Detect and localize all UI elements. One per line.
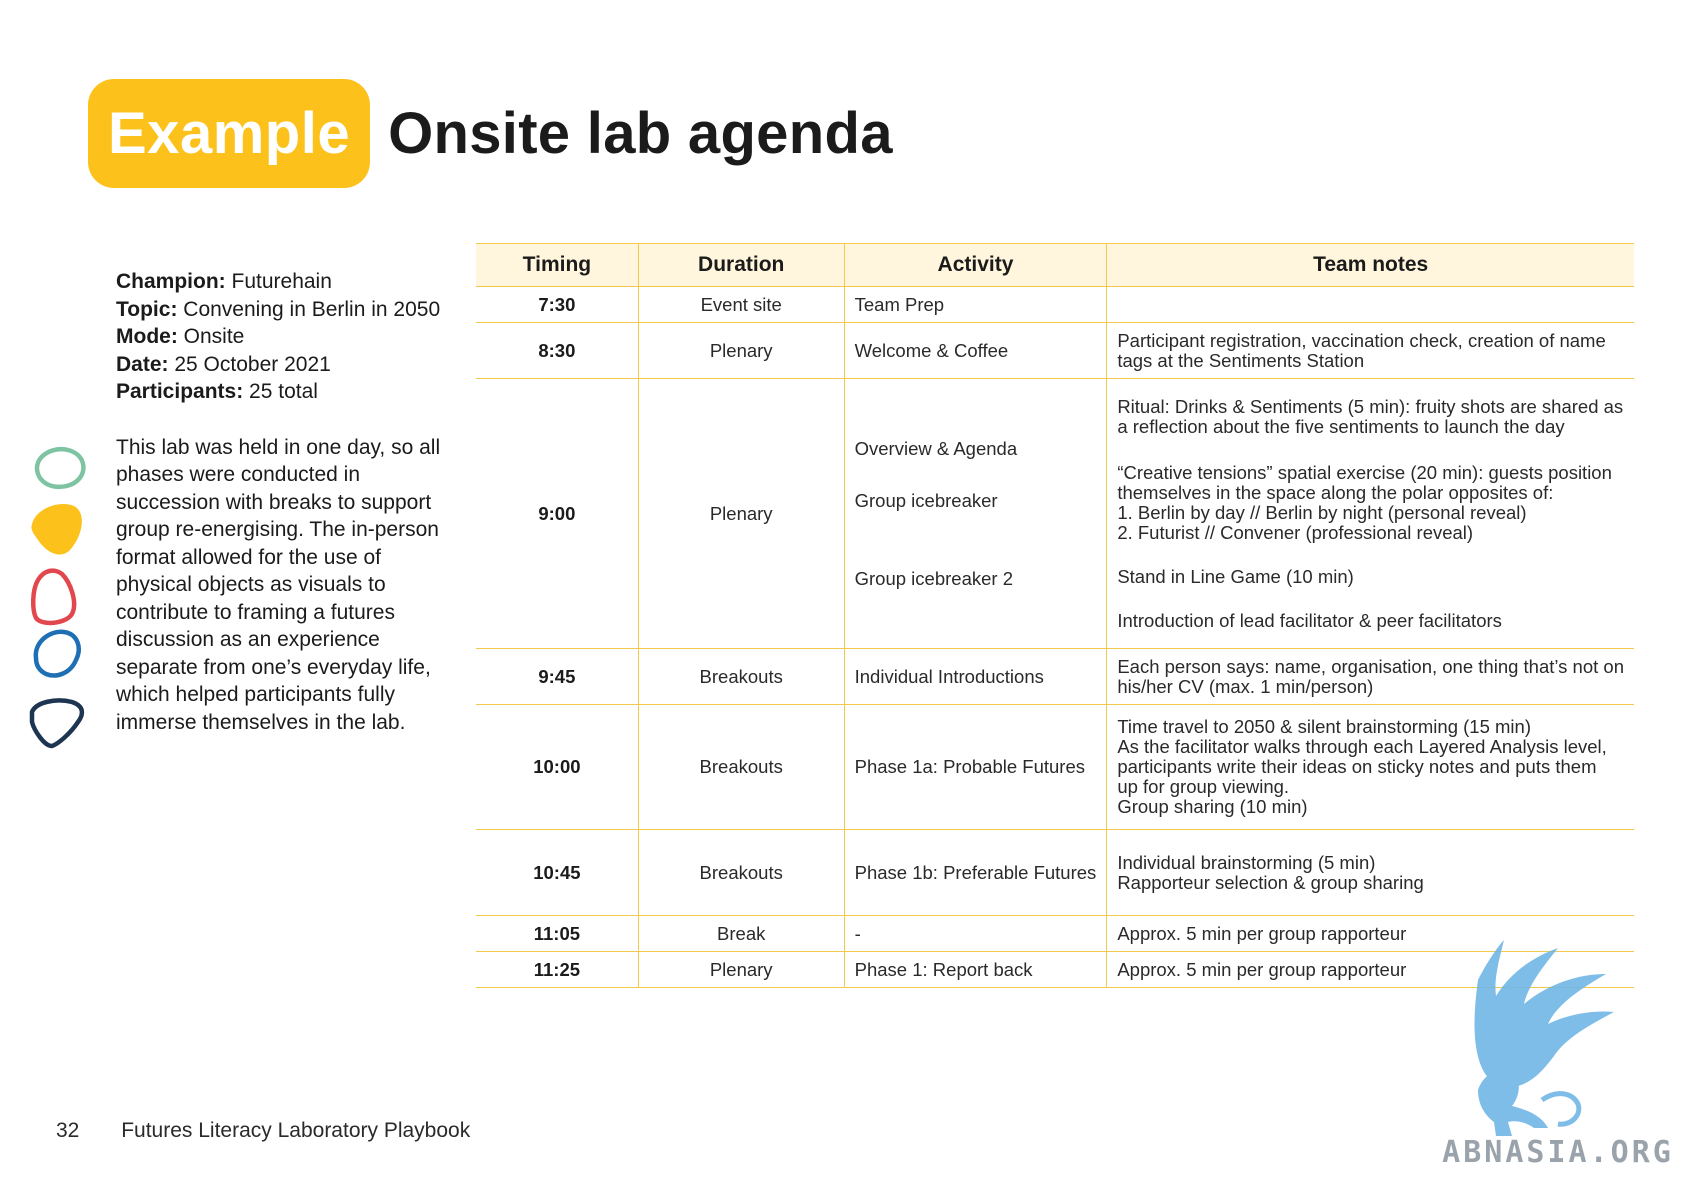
date-row: Date: 25 October 2021: [116, 352, 331, 376]
duration-cell: Break: [638, 915, 845, 952]
activity-line: Team Prep: [854, 293, 945, 315]
team-notes-cell: Time travel to 2050 & silent brainstormi…: [1106, 704, 1634, 830]
activity-cell: Welcome & Coffee: [844, 322, 1108, 379]
note-line: 2. Futurist // Convener (professional re…: [1117, 521, 1474, 543]
activity-line: Individual Introductions: [854, 665, 1044, 687]
note-line: a reflection about the five sentiments t…: [1117, 415, 1565, 437]
griffin-logo-icon: ABNASIA.ORG: [1442, 940, 1674, 1166]
activity-cell: Phase 1b: Preferable Futures: [844, 829, 1108, 916]
champion-row: Champion: Futurehain: [116, 270, 332, 293]
note-line: participants write their ideas on sticky…: [1117, 756, 1597, 777]
example-badge: Example: [88, 79, 371, 188]
red-blob-icon: [31, 568, 77, 626]
navy-blob-icon: [29, 698, 85, 749]
note-line: his/her CV (max. 1 min/person): [1117, 675, 1374, 697]
activity-line: Overview & Agenda: [854, 437, 1018, 459]
footer-title: Futures Literacy Laboratory Playbook: [121, 1119, 471, 1142]
table-row: 8:30 Plenary Welcome & Coffee Participant r…: [476, 322, 1634, 379]
table-header-row: Timing Duration Activity Team notes: [476, 243, 1634, 287]
activity-line: Phase 1a: Probable Futures: [854, 756, 1085, 777]
page-number: 32: [56, 1119, 80, 1142]
note-line: As the facilitator walks through each La…: [1117, 736, 1607, 757]
activity-line: -: [854, 922, 861, 944]
duration-cell: Breakouts: [638, 648, 845, 705]
table-row: 11:25 Plenary Phase 1: Report back Approx. …: [476, 951, 1634, 988]
activity-line: Phase 1: Report back: [854, 958, 1033, 980]
note-line: Time travel to 2050 & silent brainstormi…: [1117, 716, 1531, 737]
note-line: Approx. 5 min per group rapporteur: [1117, 958, 1407, 980]
activity-cell: Individual Introductions: [844, 648, 1108, 705]
activity-line: Group icebreaker 2: [854, 567, 1013, 589]
timing-cell: 9:45: [476, 648, 639, 705]
activity-cell: Overview & Agenda Group icebreaker Group i…: [844, 378, 1108, 649]
team-notes-cell: Individual brainstorming (5 min) Rapporte…: [1106, 829, 1634, 916]
table-row: 9:00 Plenary Overview & Agenda Group icebre…: [476, 378, 1634, 649]
note-line: Stand in Line Game (10 min): [1117, 565, 1354, 587]
col-header-duration: Duration: [638, 243, 845, 287]
page-title: Onsite lab agenda: [388, 101, 893, 166]
note-line: Introduction of lead facilitator & peer …: [1117, 609, 1502, 631]
activity-cell: Phase 1: Report back: [844, 951, 1108, 988]
note-line: tags at the Sentiments Station: [1117, 349, 1365, 371]
topic-row: Topic: Convening in Berlin in 2050: [116, 297, 441, 321]
activity-cell: -: [844, 915, 1108, 952]
lab-info: Champion: Futurehain Topic: Convening in…: [116, 268, 456, 736]
duration-cell: Plenary: [638, 951, 845, 988]
note-line: 1. Berlin by day // Berlin by night (per…: [1117, 501, 1527, 523]
team-notes-cell: Each person says: name, organisation, on…: [1106, 648, 1634, 705]
team-notes-cell: Ritual: Drinks & Sentiments (5 min): fru…: [1106, 378, 1634, 649]
col-header-team-notes: Team notes: [1106, 243, 1634, 287]
timing-cell: 10:00: [476, 704, 639, 830]
activity-cell: Team Prep: [844, 286, 1108, 323]
team-notes-cell: [1106, 286, 1634, 323]
timing-cell: 10:45: [476, 829, 639, 916]
note-line: Individual brainstorming (5 min): [1117, 851, 1376, 873]
note-line: themselves in the space along the polar …: [1117, 481, 1554, 503]
team-notes-cell: Approx. 5 min per group rapporteur: [1106, 915, 1634, 952]
activity-line: Phase 1b: Preferable Futures: [854, 861, 1097, 883]
agenda-table: Timing Duration Activity Team notes 7:30…: [476, 243, 1634, 988]
note-line: Group sharing (10 min): [1117, 796, 1308, 817]
activity-line: Group icebreaker: [854, 489, 998, 511]
page-header: Example Onsite lab agenda: [88, 79, 893, 188]
note-line: Rapporteur selection & group sharing: [1117, 871, 1424, 893]
activity-line: Welcome & Coffee: [854, 339, 1009, 361]
watermark-text: ABNASIA.ORG: [1442, 1135, 1674, 1166]
note-line: Ritual: Drinks & Sentiments (5 min): fru…: [1117, 395, 1624, 417]
timing-cell: 11:05: [476, 915, 639, 952]
mode-row: Mode: Onsite: [116, 325, 245, 348]
timing-cell: 9:00: [476, 378, 639, 649]
table-row: 10:45 Breakouts Phase 1b: Preferable Futur…: [476, 829, 1634, 916]
duration-cell: Event site: [638, 286, 845, 323]
yellow-blob-icon: [31, 504, 82, 555]
timing-cell: 7:30: [476, 286, 639, 323]
duration-cell: Breakouts: [638, 829, 845, 916]
page-footer: 32 Futures Literacy Laboratory Playbook: [56, 1119, 470, 1143]
team-notes-cell: Participant registration, vaccination ch…: [1106, 322, 1634, 379]
col-header-activity: Activity: [844, 243, 1108, 287]
duration-cell: Breakouts: [638, 704, 845, 830]
duration-cell: Plenary: [638, 322, 845, 379]
duration-cell: Plenary: [638, 378, 845, 649]
table-row: 9:45 Breakouts Individual Introductions Eac…: [476, 648, 1634, 705]
participants-row: Participants: 25 total: [116, 380, 318, 403]
green-blob-icon: [34, 446, 86, 489]
note-line: up for group viewing.: [1117, 776, 1290, 797]
blue-blob-icon: [33, 629, 81, 678]
col-header-timing: Timing: [476, 243, 639, 287]
table-row: 10:00 Breakouts Phase 1a: Probable Futures…: [476, 704, 1634, 830]
note-line: “Creative tensions” spatial exercise (20…: [1117, 461, 1612, 483]
note-line: Approx. 5 min per group rapporteur: [1117, 922, 1407, 944]
timing-cell: 8:30: [476, 322, 639, 379]
decorative-shapes: [29, 446, 86, 749]
activity-cell: Phase 1a: Probable Futures: [844, 704, 1108, 830]
note-line: Each person says: name, organisation, on…: [1117, 655, 1624, 677]
table-row: 7:30 Event site Team Prep: [476, 286, 1634, 323]
note-line: Participant registration, vaccination ch…: [1117, 329, 1606, 351]
timing-cell: 11:25: [476, 951, 639, 988]
lab-description: This lab was held in one day, so all pha…: [116, 435, 441, 734]
table-row: 11:05 Break - Approx. 5 min per group rappo…: [476, 915, 1634, 952]
